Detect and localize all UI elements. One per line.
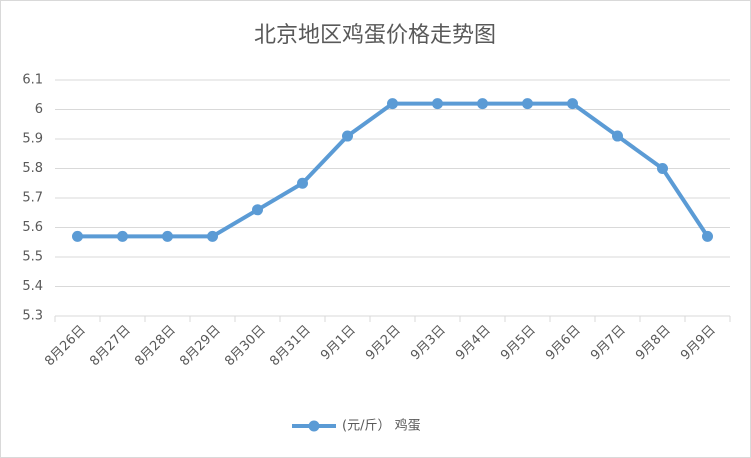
y-tick-label: 5.4 [22, 279, 43, 294]
data-point [387, 98, 398, 110]
data-point [657, 163, 668, 174]
y-tick-label: 5.5 [22, 250, 43, 265]
y-tick-label: 5.7 [22, 191, 43, 206]
legend-label: (元/斤） 鸡蛋 [342, 418, 421, 434]
data-point [432, 98, 443, 110]
y-tick-label: 6.1 [22, 73, 43, 88]
y-tick-label: 5.8 [22, 161, 43, 176]
data-point [702, 230, 713, 242]
data-point [477, 98, 488, 110]
data-point [252, 204, 263, 216]
data-point [297, 177, 308, 189]
legend-marker [308, 420, 320, 432]
data-point [207, 230, 218, 242]
y-tick-label: 5.9 [22, 132, 43, 147]
data-point [72, 230, 83, 242]
data-point [162, 230, 173, 242]
data-point [342, 130, 353, 142]
y-tick-label: 6 [35, 102, 43, 117]
data-point [567, 98, 578, 110]
y-tick-label: 5.6 [22, 220, 43, 235]
y-tick-label: 5.3 [22, 309, 43, 324]
chart-title: 北京地区鸡蛋价格走势图 [254, 23, 496, 48]
data-point [612, 130, 623, 142]
data-point [117, 230, 128, 242]
data-point [522, 98, 533, 110]
